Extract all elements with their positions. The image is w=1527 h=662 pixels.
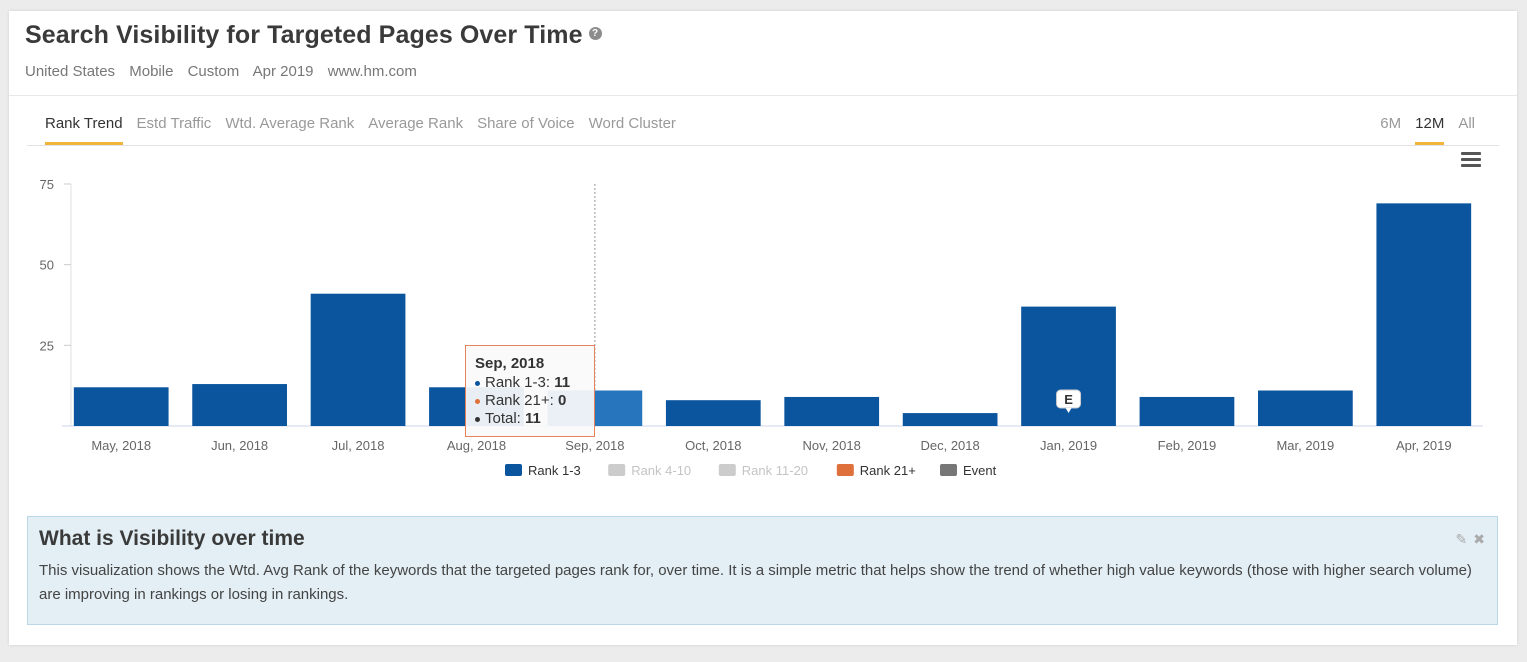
- y-tick-label: 25: [40, 338, 54, 353]
- event-flag-label: E: [1064, 392, 1073, 407]
- event-flag-pointer: [1065, 408, 1072, 413]
- legend-item-rank-4-10[interactable]: Rank 4-10: [608, 463, 691, 478]
- bar-mar-2019: [1258, 390, 1353, 426]
- legend-label: Rank 11-20: [742, 463, 808, 478]
- range-all[interactable]: All: [1458, 115, 1475, 132]
- tooltip-row-rank-21: Rank 21+: 0: [475, 392, 594, 410]
- range-selector: 6M 12M All: [1366, 115, 1475, 145]
- bar-may-2018: [73, 387, 169, 426]
- close-icon[interactable]: ✖: [1473, 531, 1485, 547]
- visibility-card: Search Visibility for Targeted Pages Ove…: [9, 11, 1517, 645]
- legend-item-event[interactable]: Event: [940, 463, 997, 478]
- bar-feb-2019: [1139, 396, 1235, 426]
- legend-swatch: [940, 464, 957, 476]
- x-tick-label: Oct, 2018: [685, 438, 741, 453]
- dot-icon: [475, 380, 480, 386]
- legend-label: Event: [963, 463, 997, 478]
- legend-item-rank-11-20[interactable]: Rank 11-20: [718, 463, 808, 478]
- help-icon[interactable]: ?: [588, 26, 602, 40]
- tooltip-row-total: Total: 11: [475, 410, 594, 428]
- range-12m[interactable]: 12M: [1415, 115, 1445, 145]
- filter-type: Custom: [187, 63, 240, 80]
- filter-country: United States: [25, 63, 116, 80]
- bar-apr-2019: [1376, 203, 1472, 426]
- legend-swatch: [718, 464, 736, 476]
- info-title: What is Visibility over time: [39, 527, 305, 550]
- x-tick-label: Jun, 2018: [211, 438, 268, 453]
- tooltip-row-rank-1-3: Rank 1-3: 11: [475, 374, 594, 392]
- filter-device: Mobile: [129, 63, 174, 80]
- dot-icon: [475, 416, 480, 422]
- filter-breadcrumb: United States Mobile Custom Apr 2019 www…: [25, 63, 427, 80]
- bar-nov-2018: [784, 396, 880, 426]
- filter-date: Apr 2019: [252, 63, 314, 80]
- x-tick-label: Nov, 2018: [803, 438, 861, 453]
- x-tick-label: Dec, 2018: [920, 438, 979, 453]
- filter-domain: www.hm.com: [327, 63, 417, 80]
- legend-item-rank-1-3[interactable]: Rank 1-3: [505, 463, 581, 478]
- y-tick-label: 75: [40, 177, 54, 192]
- x-tick-label: May, 2018: [91, 438, 151, 453]
- legend-label: Rank 21+: [860, 463, 916, 478]
- legend-label: Rank 4-10: [631, 463, 691, 478]
- bar-dec-2018: [902, 413, 998, 426]
- bar-jun-2018: [192, 384, 287, 426]
- tooltip-row-label: Total:: [485, 410, 526, 427]
- tooltip-row-label: Rank 21+:: [485, 392, 558, 409]
- legend-swatch: [836, 464, 854, 476]
- pencil-icon[interactable]: ✎: [1455, 531, 1468, 547]
- x-tick-label: Jul, 2018: [332, 438, 385, 453]
- info-panel: What is Visibility over time ✎ ✖ This vis…: [27, 516, 1498, 625]
- x-tick-label: Feb, 2019: [1158, 438, 1217, 453]
- page-title: Search Visibility for Targeted Pages Ove…: [25, 21, 602, 50]
- tab-average-rank[interactable]: Average Rank: [368, 115, 464, 132]
- x-tick-label: Aug, 2018: [447, 438, 506, 453]
- x-tick-label: Jan, 2019: [1040, 438, 1097, 453]
- legend-swatch: [505, 464, 522, 476]
- tab-estd-traffic[interactable]: Estd Traffic: [136, 115, 212, 132]
- x-tick-label: Apr, 2019: [1396, 438, 1452, 453]
- tab-wtd-average-rank[interactable]: Wtd. Average Rank: [225, 115, 355, 132]
- tooltip-row-label: Rank 1-3:: [485, 374, 555, 391]
- tooltip-title: Sep, 2018: [475, 355, 545, 372]
- chart-tooltip: Sep, 2018 Rank 1-3: 11 Rank 21+: 0 Total…: [465, 345, 595, 437]
- legend-label: Rank 1-3: [528, 463, 581, 478]
- legend-item-rank-21-[interactable]: Rank 21+: [836, 463, 916, 478]
- legend-swatch: [608, 464, 626, 476]
- hamburger-menu-icon[interactable]: [1461, 152, 1481, 170]
- tabs-divider: [27, 145, 1499, 146]
- tab-word-cluster[interactable]: Word Cluster: [588, 115, 676, 132]
- x-tick-label: Sep, 2018: [565, 438, 624, 453]
- bar-oct-2018: [665, 400, 761, 426]
- tooltip-row-value: 11: [525, 410, 541, 427]
- tooltip-row-value: 0: [557, 392, 567, 409]
- bar-jul-2018: [310, 293, 406, 426]
- x-tick-label: Mar, 2019: [1276, 438, 1334, 453]
- y-tick-label: 50: [40, 258, 54, 273]
- rank-trend-chart: 25 50 75 May, 2018 Jun, 2018 Jul, 2018 Aug, 20…: [40, 177, 1483, 478]
- info-text: This visualization shows the Wtd. Avg Ra…: [39, 562, 1472, 603]
- dot-icon: [475, 398, 480, 404]
- range-6m[interactable]: 6M: [1380, 115, 1402, 132]
- page-title-text: Search Visibility for Targeted Pages Ove…: [25, 21, 583, 49]
- header-divider: [9, 95, 1517, 96]
- tooltip-row-value: 11: [554, 374, 571, 391]
- info-actions: ✎ ✖: [1450, 531, 1485, 548]
- tab-share-of-voice[interactable]: Share of Voice: [477, 115, 575, 132]
- chart-tabs: Rank Trend Estd Traffic Wtd. Average Rank A…: [45, 115, 690, 145]
- tab-rank-trend[interactable]: Rank Trend: [45, 115, 123, 145]
